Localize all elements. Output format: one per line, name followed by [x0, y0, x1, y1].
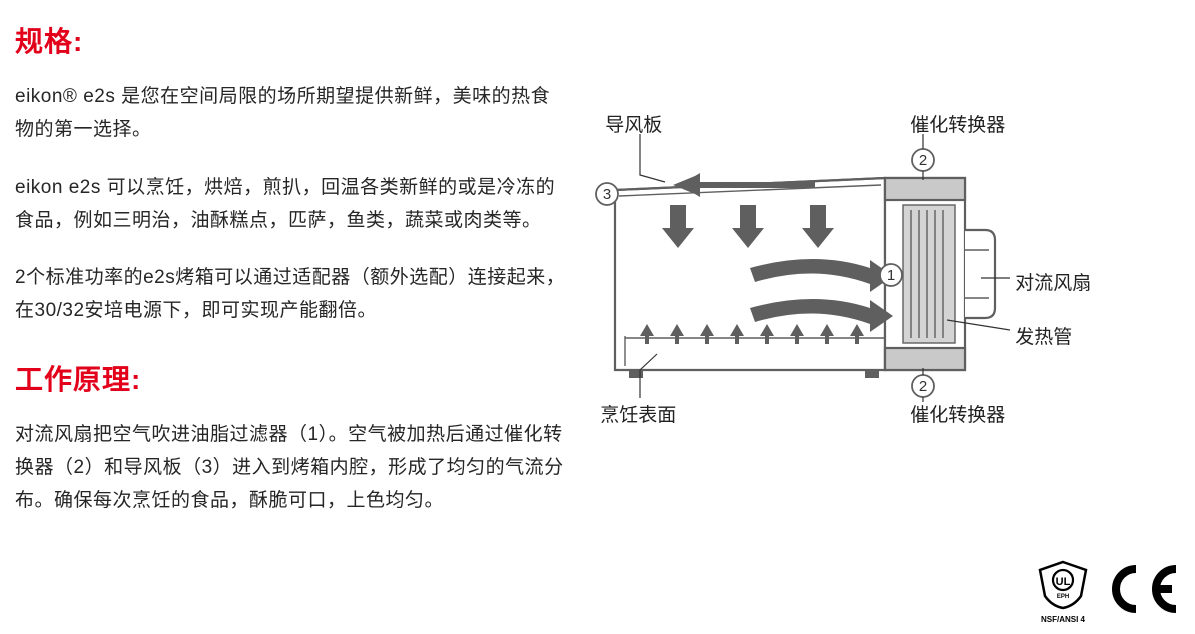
left-column: 规格: eikon® e2s 是您在空间局限的场所期望提供新鲜，美味的热食物的第… [15, 20, 585, 541]
certification-badges: UL EPH NSF/ANSI 4 [1034, 558, 1180, 624]
label-convection-fan: 对流风扇 [1015, 268, 1091, 295]
ce-mark [1104, 563, 1180, 624]
section1-para2: eikon e2s 可以烹饪，烘焙，煎扒，回温各类新鲜的或是冷冻的食品，例如三明… [15, 171, 565, 238]
section1-para1: eikon® e2s 是您在空间局限的场所期望提供新鲜，美味的热食物的第一选择。 [15, 80, 565, 147]
page-root: 规格: eikon® e2s 是您在空间局限的场所期望提供新鲜，美味的热食物的第… [0, 0, 1195, 556]
svg-text:EPH: EPH [1057, 594, 1069, 600]
label-catalytic-bottom: 催化转换器 [910, 400, 1005, 427]
svg-text:2: 2 [919, 152, 927, 169]
nsf-ansi-text: NSF/ANSI 4 [1034, 615, 1092, 624]
ul-badge: UL EPH NSF/ANSI 4 [1034, 558, 1092, 624]
svg-text:1: 1 [887, 267, 895, 284]
label-heating-tube: 发热管 [1015, 322, 1072, 349]
section1-para3: 2个标准功率的e2s烤箱可以通过适配器（额外选配）连接起来，在30/32安培电源… [15, 261, 565, 328]
label-deflector: 导风板 [605, 110, 662, 137]
svg-text:2: 2 [919, 378, 927, 395]
svg-text:3: 3 [603, 186, 611, 203]
svg-text:UL: UL [1056, 576, 1071, 588]
section2-heading: 工作原理: [15, 358, 565, 398]
label-catalytic-top: 催化转换器 [910, 110, 1005, 137]
airflow-diagram: 导风板 催化转换器 对流风扇 发热管 催化转换器 烹饪表面 [585, 110, 1175, 450]
section1-heading: 规格: [15, 20, 565, 60]
right-column: 导风板 催化转换器 对流风扇 发热管 催化转换器 烹饪表面 [585, 20, 1180, 541]
section2-para1: 对流风扇把空气吹进油脂过滤器（1）。空气被加热后通过催化转换器（2）和导风板（3… [15, 418, 565, 518]
label-cooking-surface: 烹饪表面 [600, 400, 676, 427]
